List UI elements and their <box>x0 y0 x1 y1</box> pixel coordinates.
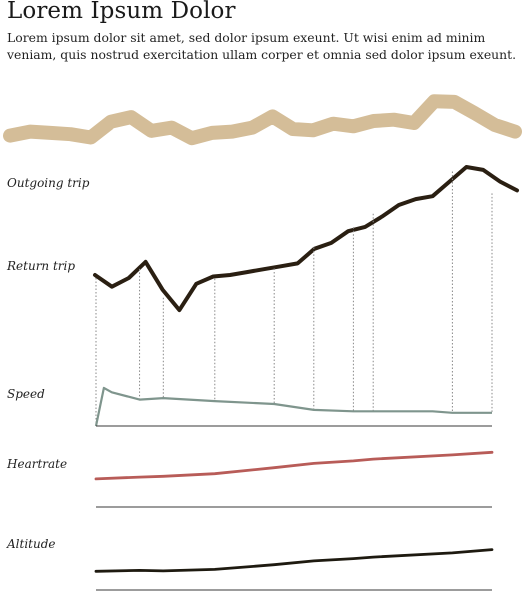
heartrate-line <box>94 450 494 481</box>
altitude-label: Altitude <box>7 537 56 551</box>
return-trip-label: Return trip <box>7 259 76 273</box>
speed-line <box>94 386 492 427</box>
return-trip-line <box>93 165 519 313</box>
speed-label: Speed <box>7 387 45 401</box>
outgoing-trip-label: Outgoing trip <box>7 176 90 190</box>
altitude-line <box>94 548 494 573</box>
outgoing-trip-line <box>3 94 522 146</box>
intro-paragraph: Lorem ipsum dolor sit amet, sed dolor ip… <box>7 30 517 62</box>
heartrate-label: Heartrate <box>7 457 68 471</box>
page-title: Lorem Ipsum Dolor <box>7 0 236 24</box>
